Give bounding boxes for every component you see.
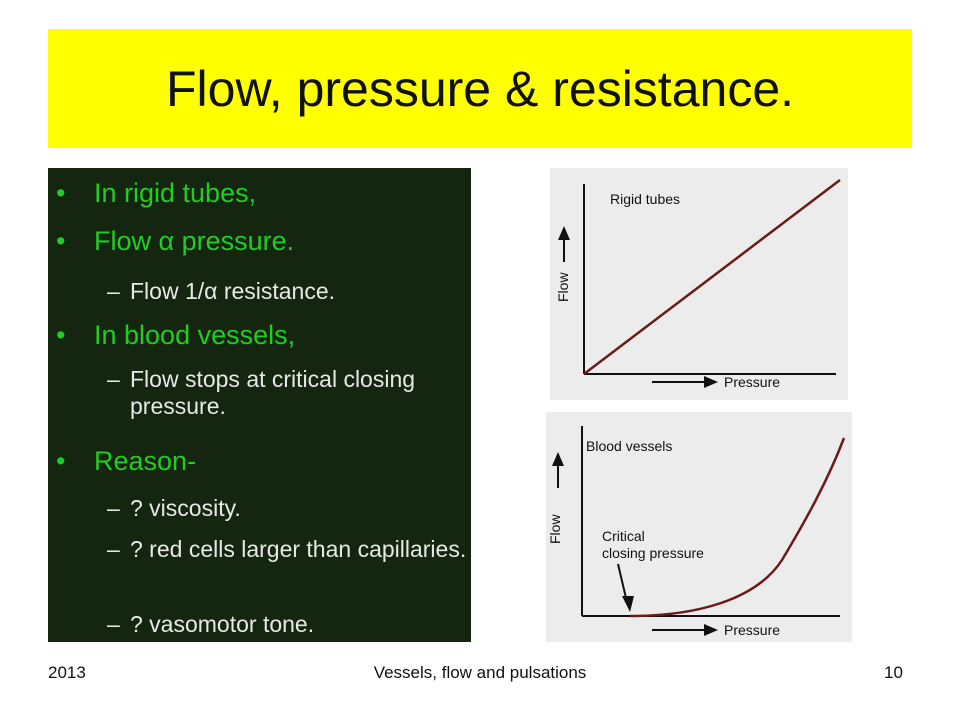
- content-box: • In rigid tubes, • Flow α pressure. – Flow…: [48, 168, 471, 642]
- bullet-item: • In rigid tubes,: [56, 178, 257, 208]
- title-bar: Flow, pressure & resistance.: [48, 29, 912, 148]
- x-axis-label: Pressure: [724, 374, 780, 390]
- pressure-arrow-right-icon: [704, 624, 718, 636]
- flow-arrow-up-icon: [552, 452, 564, 466]
- blood-vessels-panel: Flow Blood vessels Critical closing pres…: [546, 412, 852, 642]
- panel-label: Blood vessels: [586, 438, 672, 454]
- rigid-tube-flow-line: [583, 179, 841, 375]
- footer-year: 2013: [48, 663, 86, 682]
- bullet-dot-icon: •: [56, 178, 66, 208]
- x-axis-label: Pressure: [724, 622, 780, 638]
- flow-arrow-up-icon: [558, 226, 570, 240]
- flow-pressure-figure: Flow Rigid tubes Pressure Flow Blood ves…: [546, 160, 852, 646]
- annotation-line: closing pressure: [602, 545, 704, 561]
- dash-icon: –: [107, 536, 120, 562]
- sub-bullet-item: – Flow stops at critical closing pressure…: [107, 366, 416, 419]
- y-axis-label: Flow: [555, 272, 571, 302]
- rigid-tubes-panel: Flow Rigid tubes Pressure: [550, 168, 848, 400]
- blood-vessel-flow-curve: [629, 437, 846, 618]
- pressure-arrow-right-icon: [704, 376, 718, 388]
- sub-bullet-item: –? viscosity.: [107, 495, 241, 521]
- dash-icon: –: [107, 366, 120, 392]
- slide-number: 10: [884, 663, 903, 682]
- bullet-dot-icon: •: [56, 226, 66, 256]
- sub-bullet-item: –? vasomotor tone.: [107, 611, 315, 637]
- footer-title: Vessels, flow and pulsations: [373, 663, 587, 682]
- bullet-item: • Flow α pressure.: [56, 226, 295, 256]
- y-axis-label: Flow: [547, 514, 563, 544]
- sub-bullet-item: –? red cells larger than capillaries.: [107, 536, 467, 562]
- annotation-arrow-icon: [622, 596, 634, 612]
- annotation-line: Critical: [602, 528, 645, 544]
- bullet-dot-icon: •: [56, 320, 66, 350]
- bullet-item: • In blood vessels,: [56, 320, 296, 350]
- bullet-item: • Reason-: [56, 446, 197, 476]
- dash-icon: –: [107, 611, 120, 637]
- dash-icon: –: [107, 495, 120, 521]
- sub-bullet-item: – Flow 1/α resistance.: [107, 278, 336, 304]
- dash-icon: –: [107, 278, 120, 304]
- panel-label: Rigid tubes: [610, 191, 680, 207]
- slide-title: Flow, pressure & resistance.: [165, 60, 795, 117]
- bullet-dot-icon: •: [56, 446, 66, 476]
